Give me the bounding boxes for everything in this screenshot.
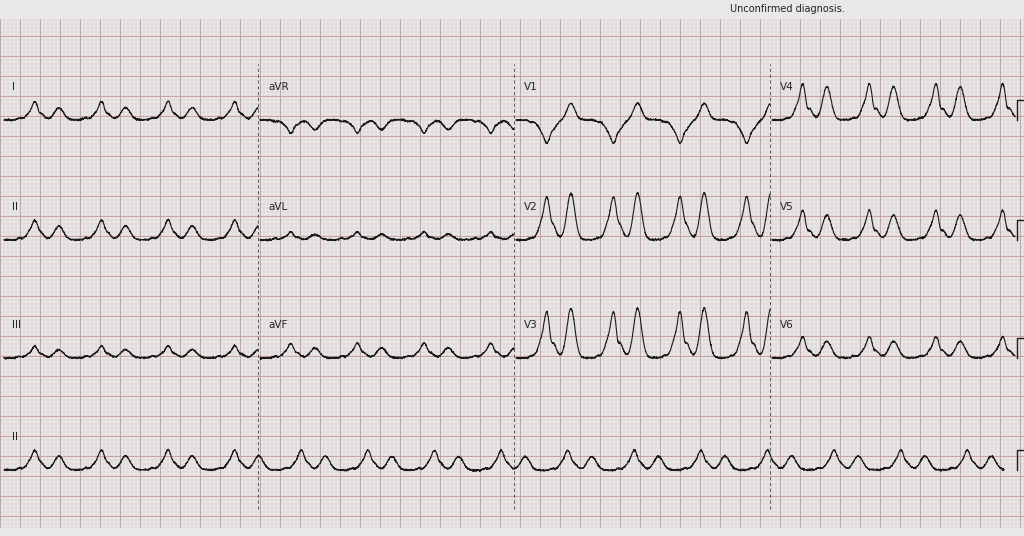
Text: V1: V1 [524,82,538,92]
Text: aVF: aVF [268,320,288,330]
Text: II: II [12,432,18,442]
Text: II: II [12,202,18,212]
Text: Unconfirmed diagnosis.: Unconfirmed diagnosis. [730,4,845,14]
Text: I: I [12,82,15,92]
Text: aVR: aVR [268,82,289,92]
Text: V6: V6 [780,320,794,330]
Text: V4: V4 [780,82,794,92]
Text: III: III [12,320,22,330]
Text: aVL: aVL [268,202,288,212]
Text: V2: V2 [524,202,538,212]
Text: V5: V5 [780,202,794,212]
Text: V3: V3 [524,320,538,330]
